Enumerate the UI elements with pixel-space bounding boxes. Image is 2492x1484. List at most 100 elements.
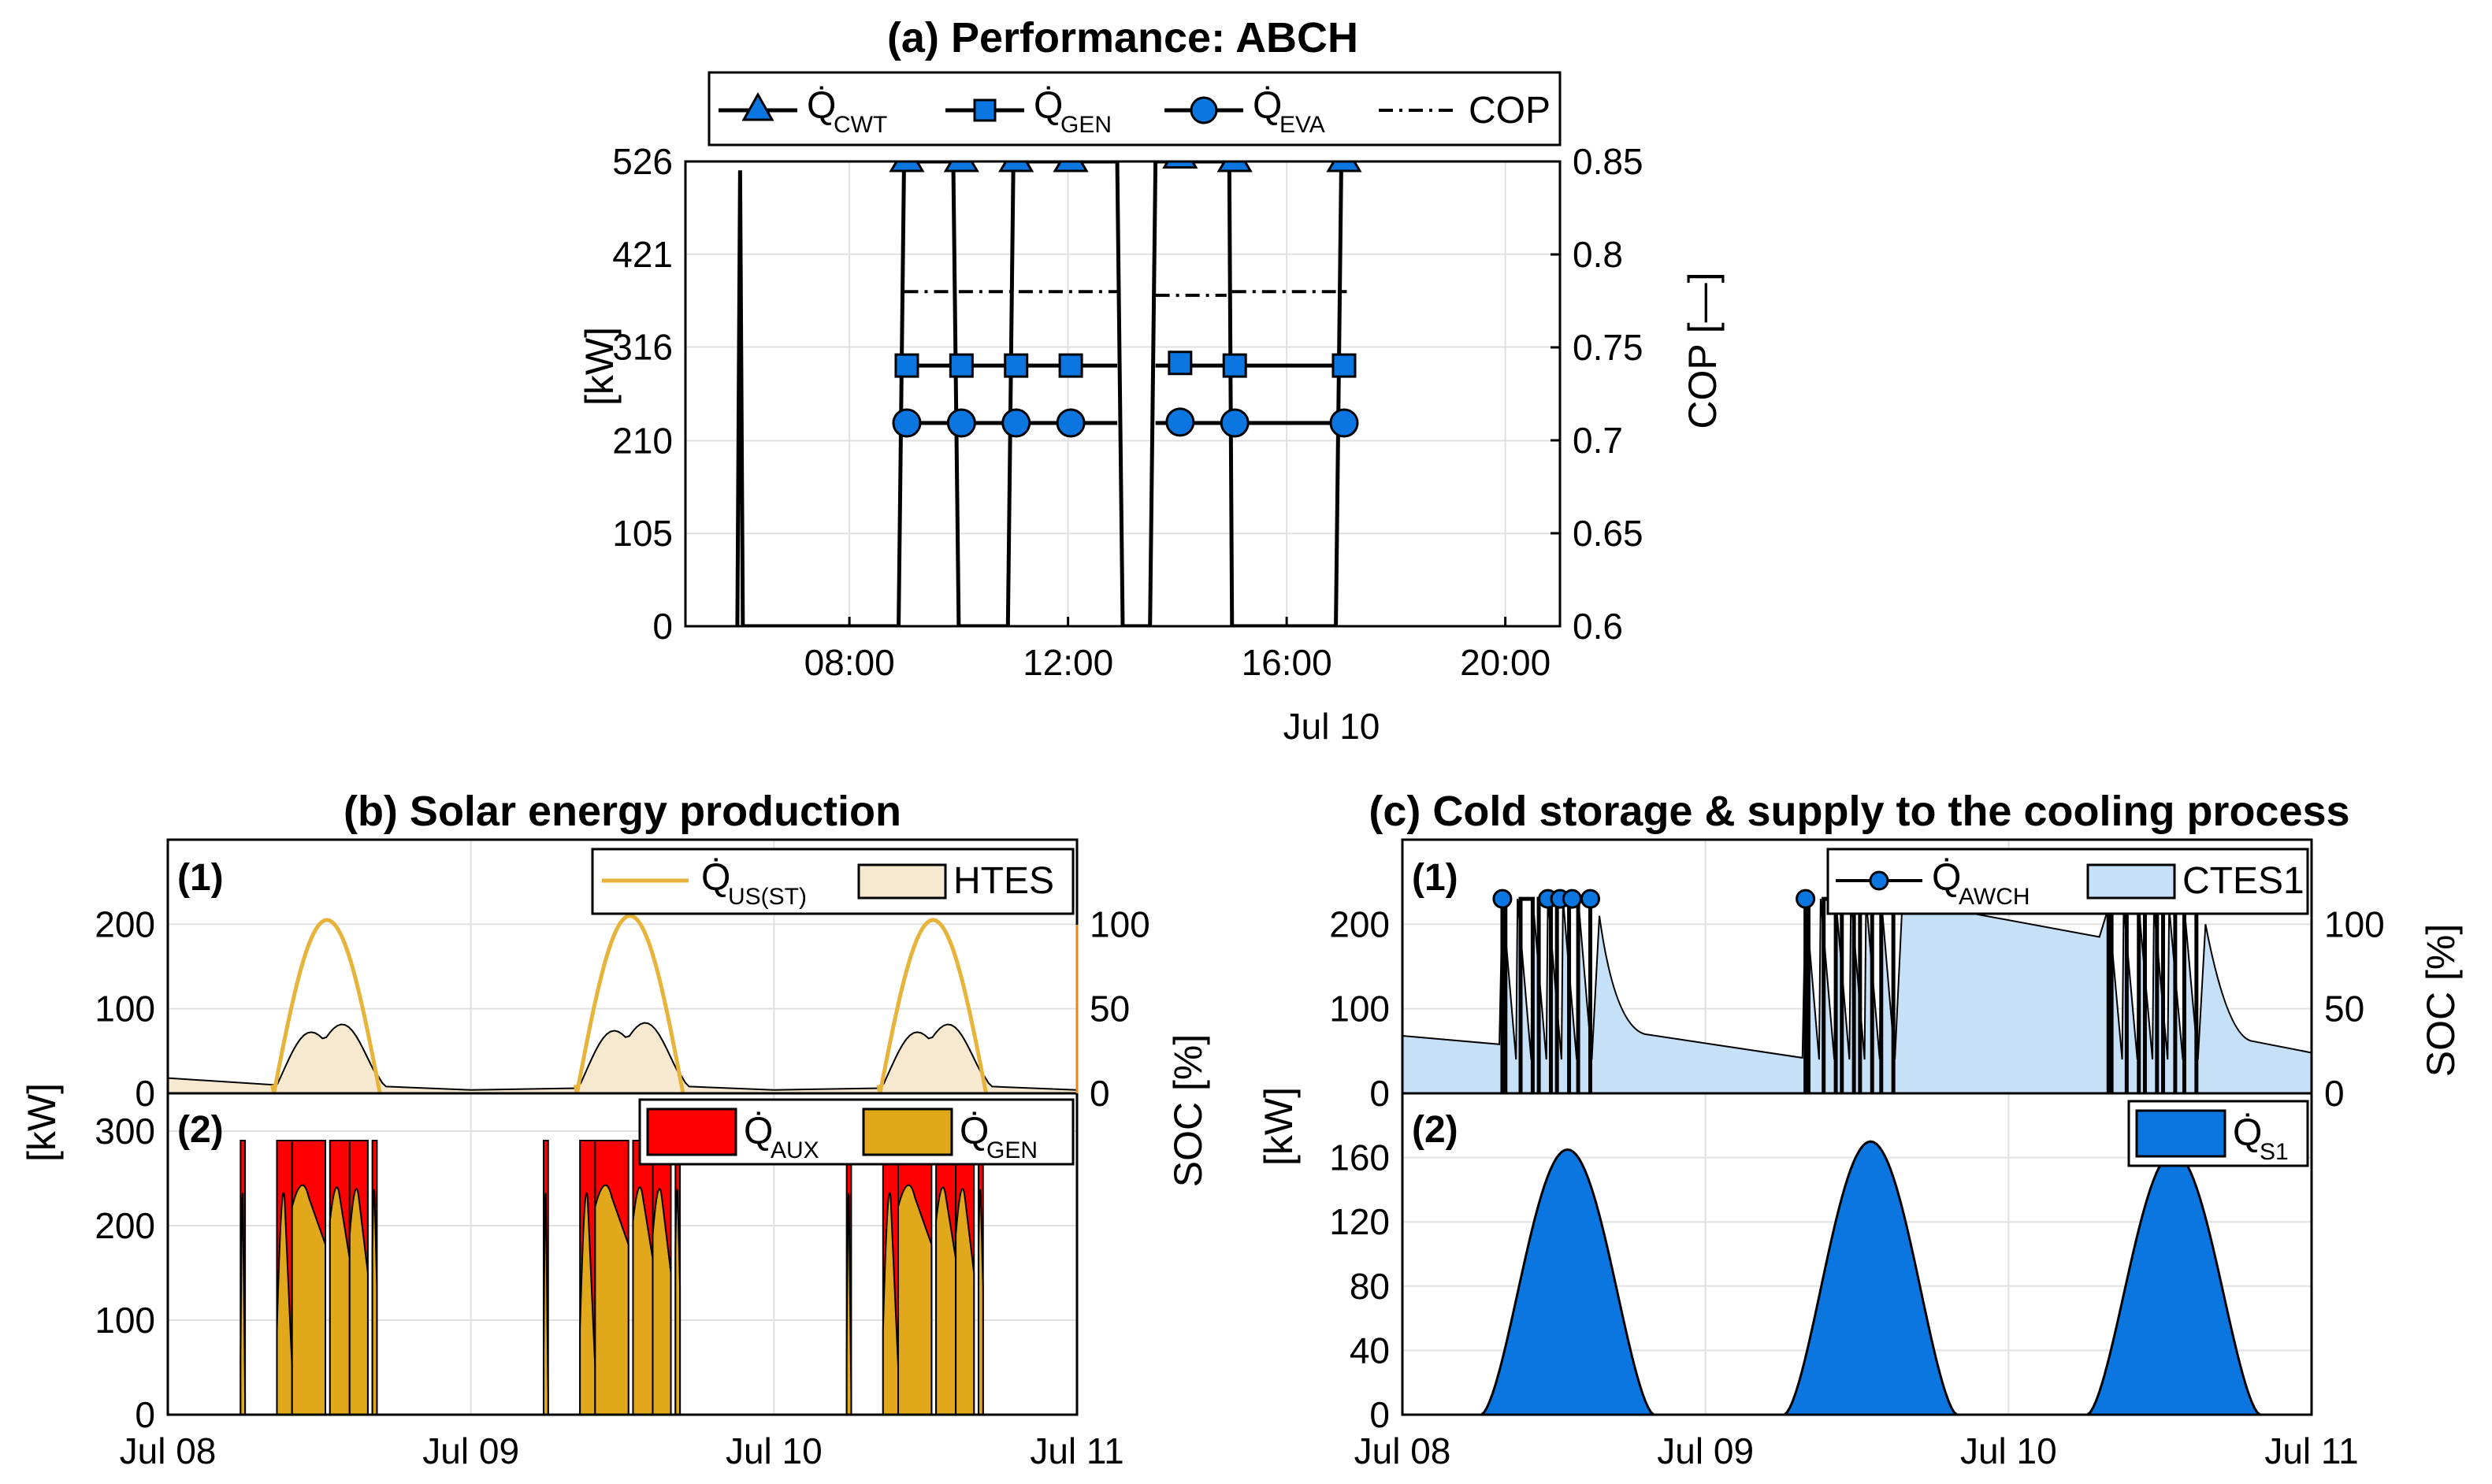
- series-gen-marker: [1004, 353, 1029, 378]
- chart-b1-ytick-label: 0: [135, 1073, 155, 1114]
- legend-ctes1-swatch: [2086, 863, 2176, 900]
- chart-b-ticks: Jul 08 Jul 09 Jul 10 Jul 11 0 100 200 0 100 200 30…: [95, 903, 1150, 1471]
- chart-c-title: (c) Cold storage & supply to the cooling…: [1369, 788, 2349, 835]
- chart-c1-plot: [1402, 889, 2312, 1093]
- legend-q1-label: Q̇: [1034, 85, 1063, 127]
- chart-a-title: (a) Performance: ABCH: [887, 14, 1358, 61]
- series-cwt-marker: [998, 161, 1034, 173]
- legend-qs1-label: Q̇: [2233, 1112, 2262, 1154]
- series-gen-area: [371, 1189, 378, 1415]
- series-gen-area: [632, 1186, 654, 1415]
- series-gen-area: [579, 1192, 596, 1415]
- legend-q2-sub: EVA: [1279, 112, 1325, 138]
- series-solar-line: [573, 914, 685, 1093]
- series-gen-area: [348, 1188, 369, 1415]
- chart-a-y2tick-label: 0.6: [1573, 606, 1623, 647]
- legend-aux-label: Q̇: [744, 1111, 773, 1152]
- series-gen-area: [329, 1186, 351, 1415]
- chart-a-frame: [684, 160, 1562, 628]
- series-eva-marker: [1001, 408, 1031, 438]
- series-gen-marker: [894, 353, 919, 378]
- legend-q1-sub: GEN: [1060, 112, 1112, 138]
- legend-q2-label: Q̇: [1253, 85, 1282, 127]
- series-htes-area: [168, 1022, 1077, 1093]
- chart-c2-ytick-label: 40: [1350, 1330, 1390, 1371]
- chart-b1-ytick-label: 200: [95, 903, 155, 944]
- series-gen-area: [955, 1188, 975, 1415]
- series-qs1-area: [2085, 1151, 2262, 1415]
- series-gen-area: [845, 1193, 852, 1415]
- series-gen-area: [240, 1193, 247, 1415]
- chart-a-ytick-label: 0: [652, 606, 673, 647]
- chart-b2-plot: [240, 1140, 984, 1415]
- chart-b-xtick-label: Jul 10: [726, 1430, 823, 1471]
- chart-a-plot: [735, 161, 1362, 626]
- series-awch-marker: [1580, 889, 1600, 909]
- chart-b-ylabel: [kW]: [20, 1083, 64, 1162]
- chart-c-xtick-label: Jul 10: [1960, 1430, 2057, 1471]
- series-eva-marker: [892, 408, 922, 438]
- series-cwt-marker: [889, 161, 925, 173]
- chart-b1-panel-label: (1): [177, 857, 224, 899]
- legend-solar-label: Q̇: [701, 857, 730, 899]
- legend-q0-label: Q̇: [807, 85, 836, 127]
- series-gen-area: [652, 1188, 672, 1415]
- legend-qs1-sub: S1: [2260, 1139, 2289, 1165]
- chart-c1-ytick-label: 200: [1329, 903, 1390, 944]
- chart-c1-y2tick-label: 0: [2324, 1073, 2345, 1114]
- series-gen-area: [276, 1192, 293, 1415]
- series-gen-marker: [1331, 353, 1357, 378]
- chart-a: (a) Performance: ABCH 08:00 12:00 16:00 20:…: [578, 14, 1725, 747]
- chart-c2-panel-label: (2): [1412, 1109, 1458, 1151]
- series-eva-marker: [1165, 407, 1195, 437]
- series-eva-marker: [946, 408, 976, 438]
- chart-b: (b) Solar energy production Jul 08 Jul 09…: [20, 788, 1210, 1471]
- chart-a-ylabel: [kW]: [578, 327, 622, 406]
- series-awch-line: [1803, 896, 1811, 1093]
- series-awch-line: [1500, 896, 1508, 1093]
- series-gen-area: [882, 1192, 900, 1415]
- legend-gen-sub: GEN: [986, 1137, 1038, 1163]
- series-cwt-marker: [1162, 161, 1198, 169]
- chart-c2-ytick-label: 120: [1329, 1201, 1390, 1242]
- chart-a-xlabel: Jul 10: [1283, 706, 1380, 747]
- chart-c-y2label: SOC [%]: [2419, 924, 2463, 1077]
- series-gen-area: [674, 1189, 681, 1415]
- series-awch-marker: [1796, 889, 1816, 909]
- series-cwt-marker: [1216, 161, 1253, 173]
- chart-c1-ytick-label: 100: [1329, 989, 1390, 1030]
- chart-b2-ytick-label: 200: [95, 1205, 155, 1246]
- chart-c1-ytick-label: 0: [1369, 1073, 1390, 1114]
- chart-b1-ytick-label: 100: [95, 989, 155, 1030]
- series-qs1-area: [1782, 1140, 1959, 1415]
- chart-b-y2label: SOC [%]: [1166, 1034, 1210, 1187]
- chart-b2-ytick-label: 100: [95, 1300, 155, 1341]
- chart-b2-frame: [166, 1092, 1079, 1416]
- chart-b-title: (b) Solar energy production: [344, 788, 901, 835]
- legend-triangle-marker: [741, 91, 774, 121]
- legend-htes-label: HTES: [953, 860, 1054, 902]
- legend-htes-swatch: [857, 863, 947, 900]
- series-gen-area: [291, 1184, 327, 1415]
- chart-b2-panel-label: (2): [177, 1109, 224, 1151]
- chart-c2-ytick-label: 0: [1369, 1394, 1390, 1435]
- legend-awch-marker: [1869, 870, 1889, 891]
- series-gen-area: [542, 1193, 549, 1415]
- legend-aux-sub: AUX: [771, 1137, 819, 1163]
- legend-cop-label: COP: [1469, 90, 1551, 132]
- chart-b1-y2tick-label: 50: [1090, 989, 1130, 1030]
- chart-c1-y2tick-label: 50: [2324, 989, 2364, 1030]
- legend-q0-sub: CWT: [834, 112, 887, 138]
- chart-a-y2tick-label: 0.8: [1573, 234, 1623, 275]
- chart-a-ytick-label: 105: [612, 513, 673, 554]
- series-gen-marker: [949, 353, 974, 378]
- series-gen-marker: [1168, 351, 1193, 376]
- legend-awch-sub: AWCH: [1959, 884, 2030, 910]
- chart-c-xtick-label: Jul 09: [1657, 1430, 1754, 1471]
- chart-a-ytick-label: 421: [612, 234, 673, 275]
- series-cwt-line: [735, 161, 1347, 626]
- chart-c-ticks: Jul 08 Jul 09 Jul 10 Jul 11 0 100 200 0 40 80 120 1…: [1329, 903, 2385, 1471]
- legend-gen-swatch: [862, 1107, 953, 1156]
